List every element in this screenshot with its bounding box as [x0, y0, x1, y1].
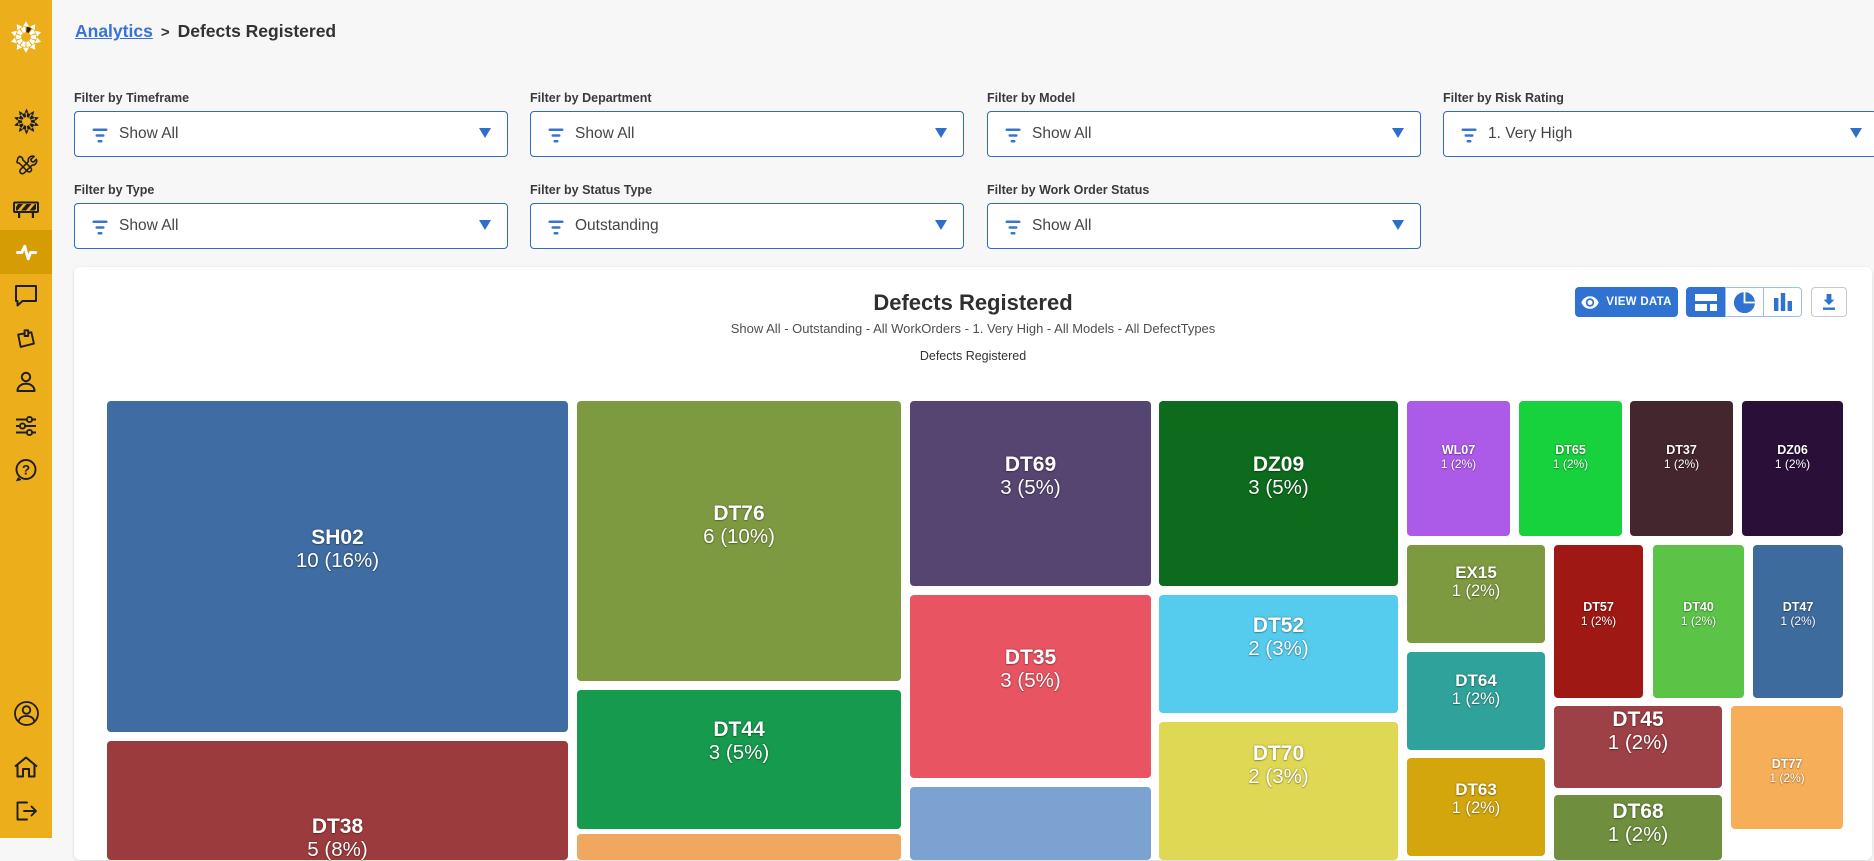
svg-text:?: ?	[22, 463, 30, 478]
